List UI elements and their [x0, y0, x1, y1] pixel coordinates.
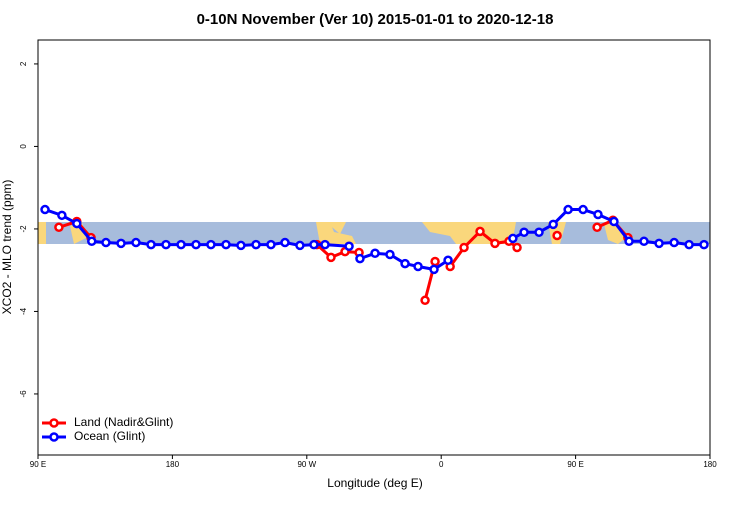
chart-title: 0-10N November (Ver 10) 2015-01-01 to 20…: [197, 11, 554, 28]
point: [355, 253, 365, 264]
point: [191, 239, 201, 250]
point: [413, 261, 423, 272]
point: [40, 204, 50, 215]
point: [519, 227, 529, 237]
point: [699, 239, 709, 250]
point: [592, 222, 602, 233]
x-tick-label: 90 E: [30, 460, 46, 469]
point: [236, 240, 246, 251]
point: [206, 239, 216, 250]
x-tick-label: 180: [703, 460, 717, 469]
point: [459, 242, 469, 253]
point: [508, 233, 518, 244]
point: [420, 295, 430, 306]
point: [221, 239, 231, 250]
point: [54, 222, 64, 233]
ocean-band: [38, 222, 710, 244]
y-tick-label: 2: [19, 61, 28, 66]
point: [309, 239, 319, 250]
point: [87, 236, 97, 247]
x-tick-label: 0: [439, 460, 444, 469]
point: [131, 237, 141, 248]
point: [609, 216, 619, 227]
y-tick-label: -2: [19, 225, 28, 233]
legend-marker: [49, 418, 59, 428]
point: [639, 236, 649, 247]
point: [475, 226, 485, 237]
point: [429, 264, 439, 275]
point: [146, 239, 156, 250]
point: [669, 237, 679, 248]
point: [563, 204, 573, 215]
point: [624, 236, 634, 247]
point: [578, 204, 588, 215]
point: [176, 239, 186, 250]
x-axis-label: Longitude (deg E): [327, 476, 422, 490]
legend-label: Ocean (Glint): [74, 429, 145, 443]
point: [266, 239, 276, 250]
point: [593, 209, 603, 220]
point: [430, 256, 440, 267]
point: [57, 210, 67, 221]
point: [370, 248, 380, 259]
y-tick-label: 0: [19, 144, 28, 149]
point: [385, 249, 395, 260]
legend-label: Land (Nadir&Glint): [74, 415, 173, 429]
point: [101, 237, 111, 248]
point: [443, 255, 453, 266]
point: [326, 252, 336, 263]
point: [116, 238, 126, 249]
point: [684, 239, 694, 250]
x-tick-label: 90 E: [567, 460, 583, 469]
plot-frame: [37, 39, 711, 456]
point: [654, 238, 664, 249]
point: [320, 239, 330, 250]
land-map: [38, 222, 628, 244]
point: [552, 230, 562, 241]
point: [72, 218, 82, 229]
point: [490, 238, 500, 249]
point: [400, 258, 410, 269]
x-tick-label: 90 W: [297, 460, 316, 469]
x-tick-label: 180: [166, 460, 180, 469]
point: [344, 241, 354, 252]
point: [251, 239, 261, 250]
y-tick-label: -6: [19, 390, 28, 398]
point: [534, 227, 544, 237]
point: [295, 240, 305, 251]
point: [161, 239, 171, 250]
point: [548, 219, 558, 230]
y-axis-label: XCO2 - MLO trend (ppm): [0, 180, 14, 315]
y-tick-label: -4: [19, 307, 28, 315]
point: [512, 242, 522, 253]
legend-marker: [49, 432, 59, 442]
point: [280, 237, 290, 248]
